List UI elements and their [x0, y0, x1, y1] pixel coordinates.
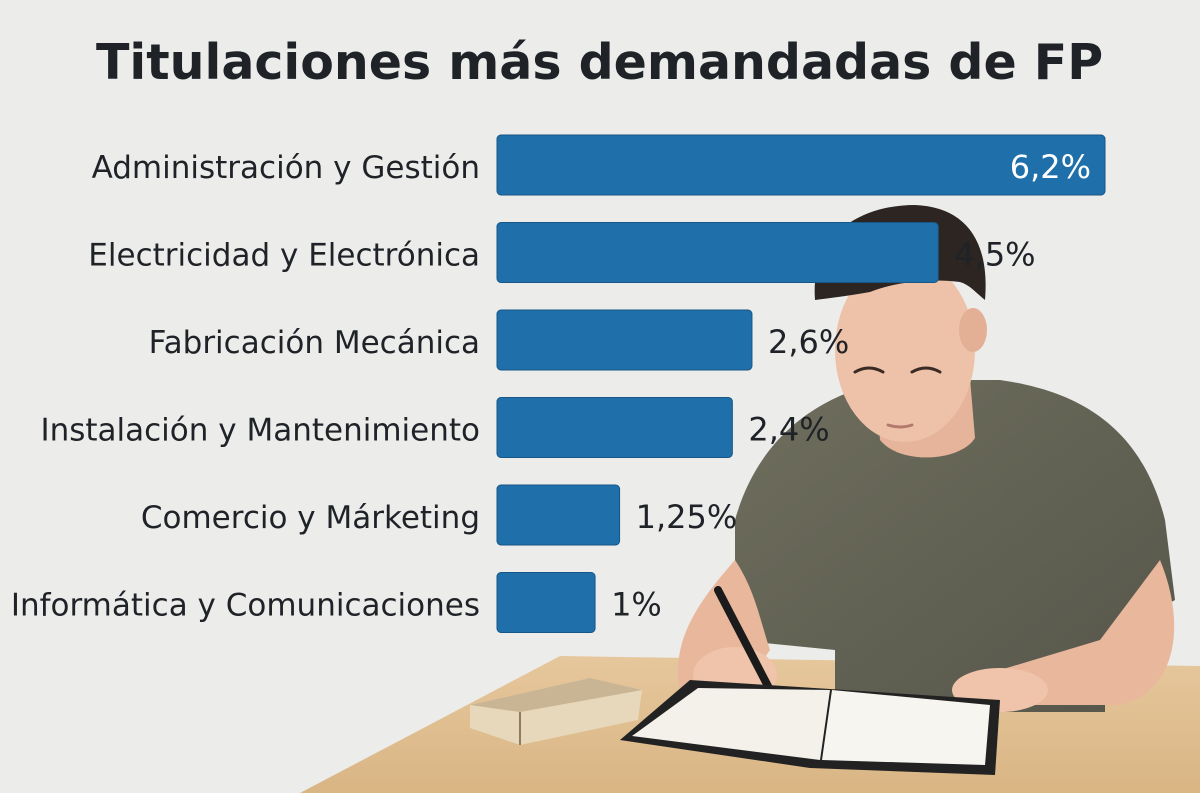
value-label-5: 1,25% [636, 498, 738, 536]
category-label-6: Informática y Comunicaciones [11, 588, 480, 624]
category-label-5: Comercio y Márketing [141, 500, 480, 536]
category-label-1: Administración y Gestión [92, 150, 480, 186]
category-label-2: Electricidad y Electrónica [88, 238, 480, 274]
student-face [835, 258, 975, 442]
category-label-4: Instalación y Mantenimiento [40, 413, 480, 449]
bar-2 [496, 222, 939, 283]
pen [714, 586, 774, 694]
category-label-3: Fabricación Mecánica [149, 325, 480, 361]
bar-6 [496, 572, 596, 633]
student-ear [959, 308, 987, 352]
closed-book-cover [470, 678, 642, 712]
category-labels: Administración y Gestión Electricidad y E… [11, 150, 480, 624]
value-label-4: 2,4% [748, 411, 829, 449]
bar-3 [496, 309, 753, 371]
open-book-right-page [822, 690, 990, 765]
student-mouth [886, 423, 914, 429]
student-photo [300, 205, 1200, 793]
student-shirt [735, 380, 1175, 712]
chart-title: Titulaciones más demandadas de FP [96, 34, 1104, 91]
value-label-3: 2,6% [768, 323, 849, 361]
bar-1 [496, 134, 1106, 196]
student-eyes [853, 366, 942, 374]
value-label-2: 4,5% [954, 236, 1035, 274]
student-right-arm [990, 560, 1175, 705]
value-label-1: 6,2% [1010, 148, 1091, 186]
bar-series [496, 134, 1106, 633]
open-book-left-page [632, 688, 830, 760]
value-labels: 6,2% 4,5% 2,6% 2,4% 1,25% 1% [611, 148, 1091, 624]
value-label-6: 1% [611, 586, 662, 624]
bar-4 [496, 397, 733, 458]
bar-5 [496, 484, 621, 546]
